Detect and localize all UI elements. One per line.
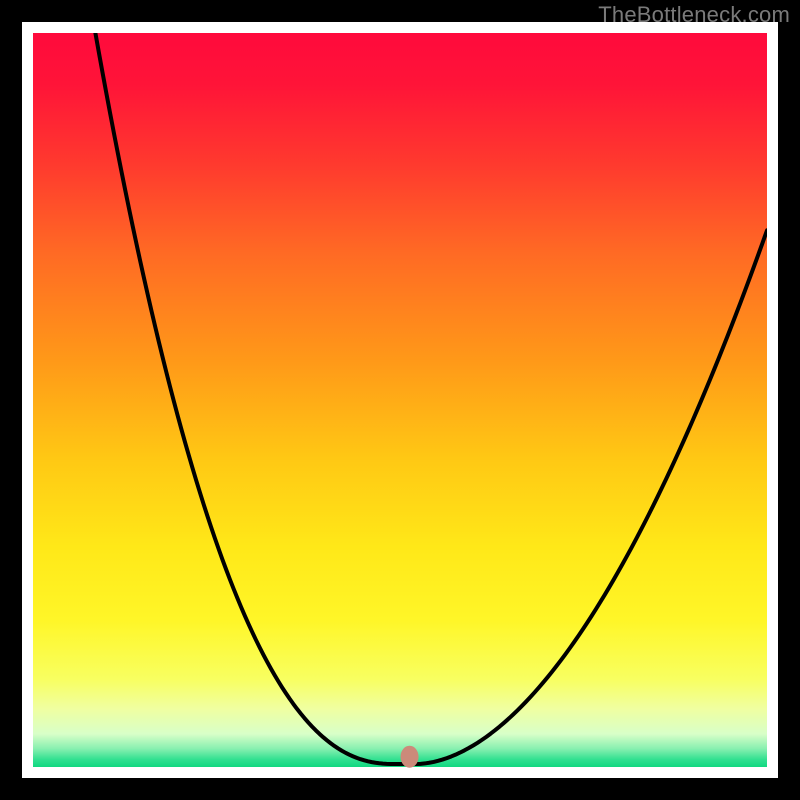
optimal-point-marker	[401, 746, 419, 768]
watermark-text: TheBottleneck.com	[598, 2, 790, 28]
bottleneck-chart	[0, 0, 800, 800]
gradient-background	[33, 33, 767, 767]
chart-container: TheBottleneck.com	[0, 0, 800, 800]
